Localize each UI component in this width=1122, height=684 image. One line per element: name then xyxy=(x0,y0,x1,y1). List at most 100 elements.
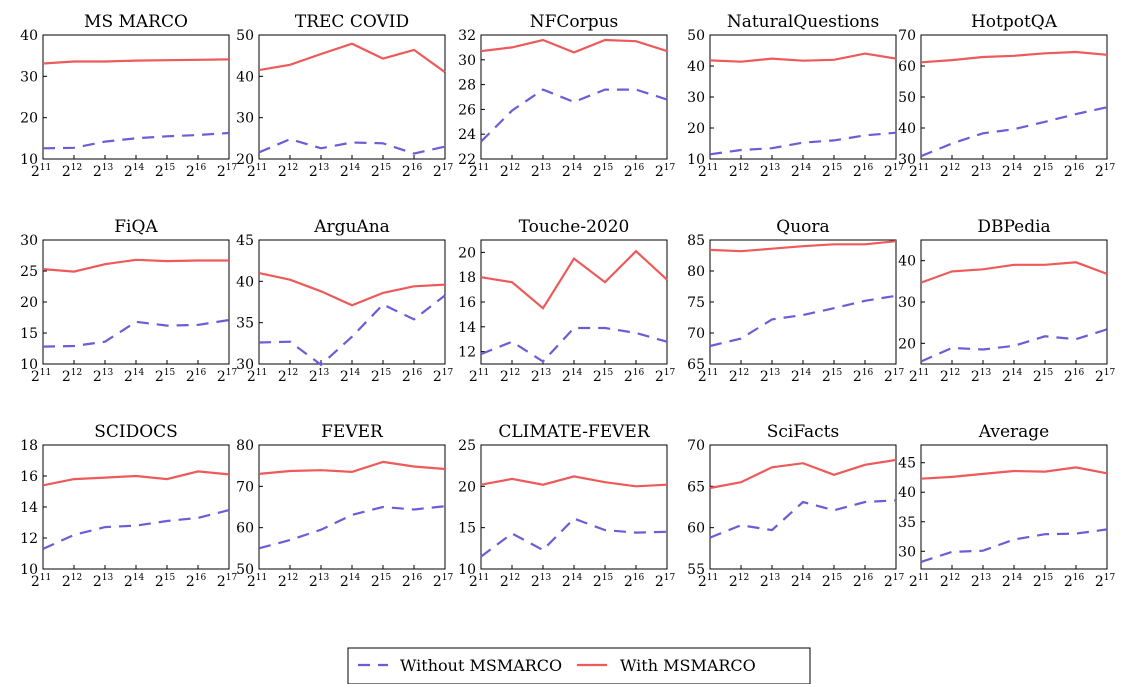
x-tick-label: 211 xyxy=(247,163,267,180)
series-with-msmarco xyxy=(480,249,668,310)
legend-with-label: With MSMARCO xyxy=(620,656,756,675)
y-tick-label: 50 xyxy=(898,90,916,106)
y-tick-label: 85 xyxy=(687,233,705,249)
plot-frame xyxy=(920,444,1108,570)
x-tick-label: 214 xyxy=(340,163,361,180)
series-with-msmarco xyxy=(920,466,1108,480)
y-tick-label: 20 xyxy=(458,479,476,495)
y-tick-label: 14 xyxy=(458,320,476,336)
x-tick-label: 211 xyxy=(469,573,489,590)
y-tick-label: 80 xyxy=(236,438,254,454)
plot-frame xyxy=(709,239,897,365)
x-tick-label: 211 xyxy=(698,368,718,385)
series-without-msmarco xyxy=(920,106,1108,158)
panel-naturalquestions: NaturalQuestions 10 20 30 40 50 211 212 213 214 21… xyxy=(687,12,904,180)
panel-hotpotqa: HotpotQA 30 40 50 60 70 211 212 213 214 215 216 217 xyxy=(898,12,1115,180)
x-tick-label: 213 xyxy=(971,573,992,590)
panel-title: SciFacts xyxy=(767,422,839,442)
panel-climate-fever: CLIMATE-FEVER 10 15 20 25 211 212 213 214 215 216 2… xyxy=(458,422,675,590)
x-tick-label: 212 xyxy=(278,163,298,180)
panel-touche-2020: Touche-2020 12 14 16 18 20 211 212 213 214 215 216 2… xyxy=(458,217,675,385)
x-tick-label: 213 xyxy=(531,573,552,590)
plot-frame xyxy=(258,444,446,570)
x-tick-label: 211 xyxy=(247,368,267,385)
x-tick-label: 215 xyxy=(593,163,614,180)
panel-arguana: ArguAna 30 35 40 45 211 212 213 214 215 216 217 xyxy=(236,217,453,385)
x-tick-label: 211 xyxy=(31,163,51,180)
y-tick-label: 40 xyxy=(236,69,254,85)
x-tick-label: 211 xyxy=(909,163,929,180)
plot-frame xyxy=(42,444,230,570)
series-with-msmarco xyxy=(920,50,1108,64)
series-with-msmarco xyxy=(920,261,1108,284)
y-tick-label: 10 xyxy=(458,562,476,578)
x-tick-label: 216 xyxy=(624,368,645,385)
x-tick-label: 212 xyxy=(278,368,298,385)
x-tick-label: 212 xyxy=(940,163,960,180)
panel-title: NaturalQuestions xyxy=(727,12,879,32)
y-tick-label: 35 xyxy=(236,316,254,332)
series-without-msmarco xyxy=(480,326,668,363)
x-tick-label: 211 xyxy=(31,368,51,385)
plot-frame xyxy=(920,239,1108,365)
x-tick-label: 214 xyxy=(340,368,361,385)
x-tick-label: 211 xyxy=(909,368,929,385)
y-tick-label: 30 xyxy=(20,69,38,85)
y-tick-label: 80 xyxy=(687,264,705,280)
x-tick-label: 211 xyxy=(698,163,718,180)
series-without-msmarco xyxy=(258,138,446,155)
x-tick-label: 215 xyxy=(593,573,614,590)
y-tick-label: 75 xyxy=(687,295,705,311)
y-tick-label: 35 xyxy=(898,515,916,531)
series-with-msmarco xyxy=(480,475,668,488)
y-tick-label: 30 xyxy=(236,357,254,373)
y-tick-label: 40 xyxy=(898,254,916,270)
x-tick-label: 215 xyxy=(155,573,176,590)
y-tick-label: 25 xyxy=(20,264,38,280)
series-without-msmarco xyxy=(42,509,230,550)
panel-nfcorpus: NFCorpus 22 24 26 28 30 32 211 212 213 214 215 216 21… xyxy=(458,12,675,180)
panel-scifacts: SciFacts 55 60 65 70 211 212 213 214 215 216 217 xyxy=(687,422,904,590)
panel-fever: FEVER 50 60 70 80 211 212 213 214 215 216 217 xyxy=(236,422,453,590)
panel-scidocs: SCIDOCS 10 12 14 16 18 211 212 213 214 215 216 217 xyxy=(20,422,237,590)
legend-without-label: Without MSMARCO xyxy=(400,656,562,675)
x-tick-label: 213 xyxy=(309,163,330,180)
x-tick-label: 215 xyxy=(593,368,614,385)
x-tick-label: 216 xyxy=(402,368,423,385)
y-tick-label: 30 xyxy=(458,53,476,69)
panel-title: SCIDOCS xyxy=(94,422,178,442)
x-tick-label: 216 xyxy=(186,368,207,385)
x-tick-label: 216 xyxy=(1064,163,1085,180)
panel-fiqa: FiQA 10 15 20 25 30 211 212 213 214 215 216 217 xyxy=(20,217,237,385)
x-tick-label: 215 xyxy=(1033,163,1054,180)
panel-ms-marco: MS MARCO 10 20 30 40 211 212 213 214 215 216 217 xyxy=(20,12,237,180)
x-tick-label: 214 xyxy=(562,368,583,385)
y-tick-label: 30 xyxy=(236,111,254,127)
y-tick-label: 24 xyxy=(458,127,476,143)
y-tick-label: 22 xyxy=(458,152,476,168)
x-tick-label: 216 xyxy=(853,163,874,180)
x-tick-label: 215 xyxy=(822,368,843,385)
x-tick-label: 215 xyxy=(371,573,392,590)
x-tick-label: 211 xyxy=(469,368,489,385)
x-tick-label: 214 xyxy=(124,368,145,385)
series-with-msmarco xyxy=(480,38,668,54)
y-tick-label: 45 xyxy=(236,233,254,249)
panel-title: FEVER xyxy=(321,422,384,442)
series-without-msmarco xyxy=(258,294,446,367)
y-tick-label: 25 xyxy=(458,438,476,454)
x-tick-label: 214 xyxy=(1002,163,1023,180)
x-tick-label: 211 xyxy=(909,573,929,590)
x-tick-label: 215 xyxy=(822,573,843,590)
y-tick-label: 20 xyxy=(236,152,254,168)
y-tick-label: 26 xyxy=(458,102,476,118)
x-tick-label: 213 xyxy=(971,163,992,180)
series-without-msmarco xyxy=(709,294,897,348)
x-tick-label: 214 xyxy=(124,163,145,180)
x-tick-label: 213 xyxy=(93,573,114,590)
x-tick-label: 213 xyxy=(531,368,552,385)
series-without-msmarco xyxy=(42,131,230,150)
x-tick-label: 217 xyxy=(217,163,238,180)
y-tick-label: 70 xyxy=(898,28,916,44)
y-tick-label: 40 xyxy=(687,59,705,75)
